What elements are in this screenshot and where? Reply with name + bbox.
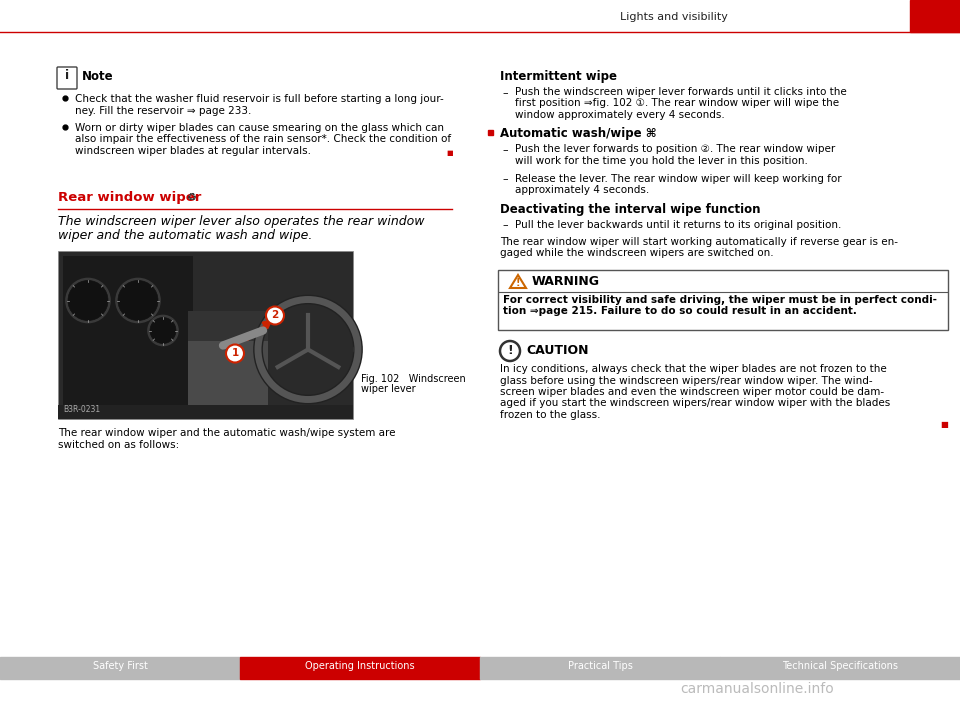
Text: Automatic wash/wipe ⌘: Automatic wash/wipe ⌘: [500, 128, 657, 140]
Text: ■: ■: [446, 150, 452, 156]
Bar: [58, 250, 353, 418]
Text: B3R-0231: B3R-0231: [63, 405, 100, 414]
Text: WARNING: WARNING: [532, 275, 600, 288]
Text: Intermittent wipe: Intermittent wipe: [500, 70, 617, 83]
Circle shape: [66, 278, 110, 322]
Text: gaged while the windscreen wipers are switched on.: gaged while the windscreen wipers are sw…: [500, 248, 774, 259]
Text: tion ⇒page 215. Failure to do so could result in an accident.: tion ⇒page 215. Failure to do so could r…: [503, 306, 857, 316]
Text: screen wiper blades and even the windscreen wiper motor could be dam-: screen wiper blades and even the windscr…: [500, 387, 884, 397]
Text: Fig. 102   Windscreen: Fig. 102 Windscreen: [361, 374, 466, 383]
Text: 1: 1: [231, 348, 239, 358]
Text: frozen to the glass.: frozen to the glass.: [500, 410, 601, 420]
Text: Pull the lever backwards until it returns to its original position.: Pull the lever backwards until it return…: [515, 219, 841, 229]
Text: approximately 4 seconds.: approximately 4 seconds.: [515, 185, 649, 195]
Bar: [188, 311, 268, 341]
Text: Check that the washer fluid reservoir is full before starting a long jour-: Check that the washer fluid reservoir is…: [75, 94, 444, 104]
Text: ney. Fill the reservoir ⇒ page 233.: ney. Fill the reservoir ⇒ page 233.: [75, 105, 252, 116]
Bar: [488, 130, 493, 135]
Text: Lights and visibility: Lights and visibility: [620, 12, 728, 22]
Text: ■: ■: [940, 419, 948, 428]
Bar: [58, 404, 353, 418]
Text: !: !: [516, 278, 520, 288]
Text: Worn or dirty wiper blades can cause smearing on the glass which can: Worn or dirty wiper blades can cause sme…: [75, 123, 444, 133]
Text: switched on as follows:: switched on as follows:: [58, 440, 180, 451]
Text: 2: 2: [272, 311, 278, 320]
Text: Release the lever. The rear window wiper will keep working for: Release the lever. The rear window wiper…: [515, 174, 842, 184]
Circle shape: [148, 315, 178, 346]
Bar: [240, 657, 480, 679]
Text: Deactivating the interval wipe function: Deactivating the interval wipe function: [500, 203, 760, 215]
Text: Push the lever forwards to position ②. The rear window wiper: Push the lever forwards to position ②. T…: [515, 144, 835, 154]
Circle shape: [500, 341, 520, 361]
Text: window approximately every 4 seconds.: window approximately every 4 seconds.: [515, 110, 725, 120]
Text: Push the windscreen wiper lever forwards until it clicks into the: Push the windscreen wiper lever forwards…: [515, 87, 847, 97]
Text: Operating Instructions: Operating Instructions: [305, 661, 415, 671]
Text: –: –: [502, 88, 508, 98]
Text: first position ⇒fig. 102 ①. The rear window wiper will wipe the: first position ⇒fig. 102 ①. The rear win…: [515, 99, 839, 109]
Bar: [910, 0, 960, 32]
Circle shape: [150, 318, 176, 343]
Circle shape: [116, 278, 160, 322]
Text: In icy conditions, always check that the wiper blades are not frozen to the: In icy conditions, always check that the…: [500, 364, 887, 374]
Polygon shape: [510, 275, 526, 288]
Text: wiper lever: wiper lever: [361, 385, 416, 395]
Bar: [480, 657, 720, 679]
Text: The rear window wiper will start working automatically if reverse gear is en-: The rear window wiper will start working…: [500, 237, 898, 247]
Text: –: –: [502, 146, 508, 156]
Bar: [188, 311, 268, 414]
Text: ♻: ♻: [186, 193, 196, 203]
Text: also impair the effectiveness of the rain sensor*. Check the condition of: also impair the effectiveness of the rai…: [75, 135, 451, 144]
Text: Safety First: Safety First: [92, 661, 148, 671]
Circle shape: [118, 280, 158, 320]
Text: Technical Specifications: Technical Specifications: [782, 661, 898, 671]
Text: The windscreen wiper lever also operates the rear window: The windscreen wiper lever also operates…: [58, 215, 424, 229]
Bar: [498, 270, 948, 330]
Text: wiper and the automatic wash and wipe.: wiper and the automatic wash and wipe.: [58, 229, 312, 243]
Bar: [0, 657, 240, 679]
Text: Practical Tips: Practical Tips: [567, 661, 633, 671]
Text: i: i: [65, 69, 69, 82]
Text: –: –: [502, 221, 508, 231]
Text: Note: Note: [82, 70, 113, 83]
Text: The rear window wiper and the automatic wash/wipe system are: The rear window wiper and the automatic …: [58, 428, 396, 439]
Text: For correct visibility and safe driving, the wiper must be in perfect condi-: For correct visibility and safe driving,…: [503, 295, 937, 305]
Text: –: –: [502, 175, 508, 184]
Circle shape: [226, 344, 244, 362]
Text: !: !: [507, 344, 513, 357]
Text: carmanualsonline.info: carmanualsonline.info: [680, 682, 833, 696]
Text: aged if you start the windscreen wipers/rear window wiper with the blades: aged if you start the windscreen wipers/…: [500, 398, 890, 409]
Circle shape: [68, 280, 108, 320]
Bar: [63, 255, 193, 414]
Circle shape: [266, 306, 284, 325]
Text: 129: 129: [916, 5, 953, 23]
Text: will work for the time you hold the lever in this position.: will work for the time you hold the leve…: [515, 156, 808, 166]
Text: windscreen wiper blades at regular intervals.: windscreen wiper blades at regular inter…: [75, 146, 311, 156]
Text: CAUTION: CAUTION: [526, 344, 588, 357]
Text: glass before using the windscreen wipers/rear window wiper. The wind-: glass before using the windscreen wipers…: [500, 376, 873, 386]
Text: Rear window wiper: Rear window wiper: [58, 191, 202, 205]
FancyBboxPatch shape: [57, 67, 77, 89]
Bar: [720, 657, 960, 679]
